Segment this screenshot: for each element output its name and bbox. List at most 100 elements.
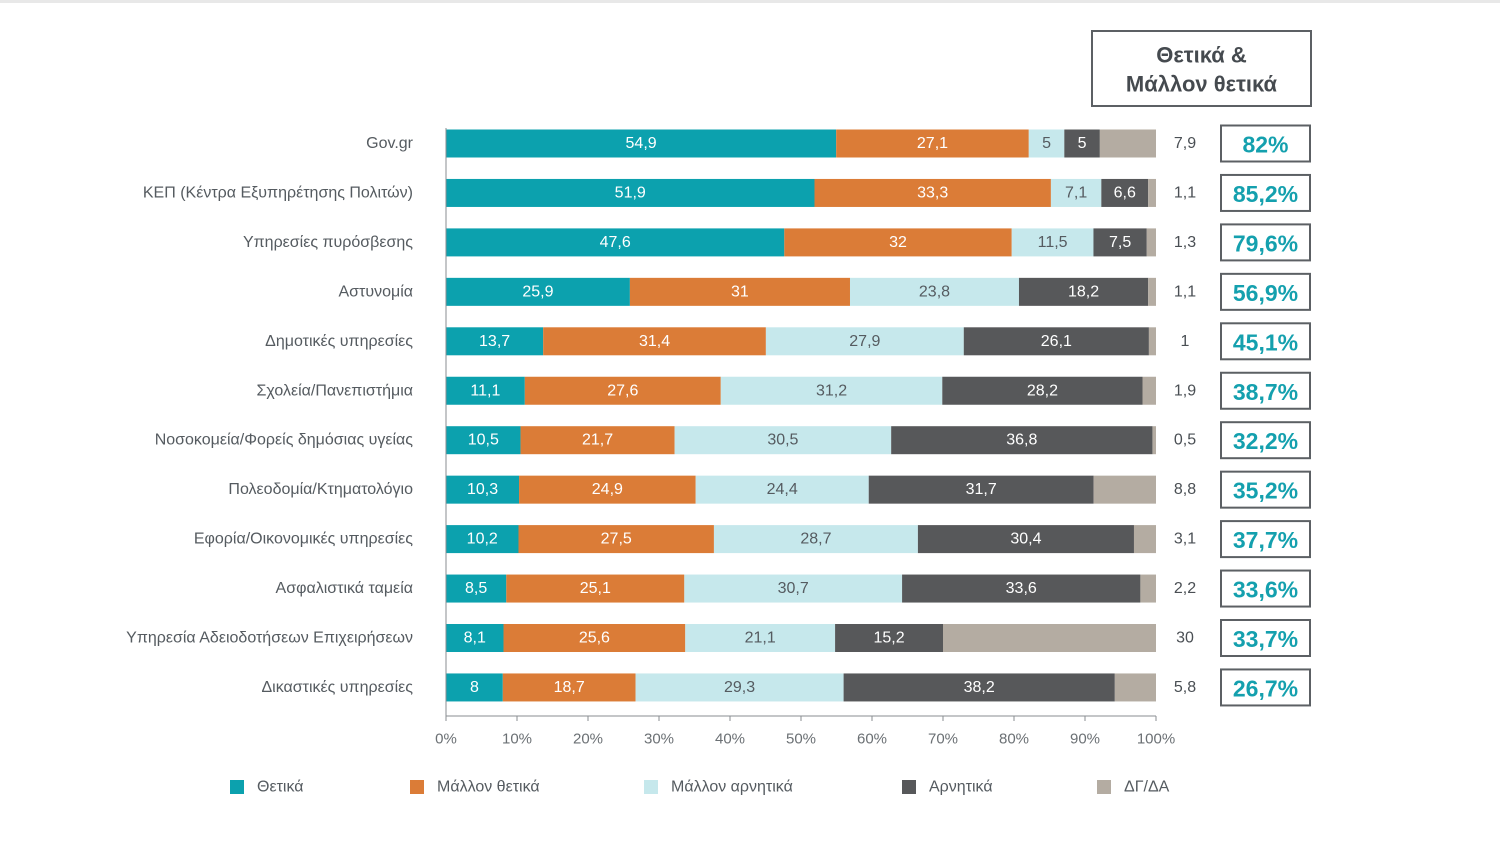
dk-value-label: 1,1 (1174, 283, 1196, 300)
legend-label: Μάλλον θετικά (437, 779, 540, 796)
data-label: 24,9 (592, 481, 623, 498)
bar-segment (446, 574, 507, 603)
bar-segment (520, 426, 675, 455)
bar-segment (519, 475, 696, 504)
data-label: 10,5 (468, 432, 499, 449)
data-label: 31,4 (639, 333, 670, 350)
bar-segment (942, 376, 1143, 405)
data-label: 36,8 (1006, 432, 1037, 449)
data-label: 7,1 (1065, 184, 1087, 201)
x-tick-label: 30% (644, 731, 674, 748)
data-label: 27,5 (601, 531, 632, 548)
bar-segment (1099, 129, 1156, 158)
legend-label: ΔΓ/ΔΑ (1124, 779, 1170, 796)
data-label: 18,2 (1068, 283, 1099, 300)
data-label: 29,3 (724, 679, 755, 696)
total-box (1220, 569, 1311, 608)
bar-segment (1140, 574, 1156, 603)
category-label: Δικαστικές υπηρεσίες (261, 679, 413, 696)
bar-segment (835, 624, 943, 652)
bar-segment (446, 525, 519, 554)
bar-segment (1018, 277, 1149, 306)
category-label: Νοσοκομεία/Φορείς δημόσιας υγείας (155, 432, 414, 449)
data-label: 5 (1042, 135, 1051, 152)
bar-segment (446, 426, 521, 455)
total-box (1220, 371, 1311, 410)
data-label: 10,3 (467, 481, 498, 498)
dk-value-label: 5,8 (1174, 679, 1196, 696)
bar-segment (446, 228, 785, 257)
bar-segment (1093, 228, 1147, 257)
data-label: 27,1 (917, 135, 948, 152)
bar-segment (765, 327, 964, 356)
bar-segment (917, 525, 1134, 554)
data-label: 24,4 (767, 481, 798, 498)
data-label: 21,1 (745, 630, 776, 647)
bar-segment (1064, 129, 1100, 158)
bar-segment (503, 624, 686, 652)
data-label: 13,7 (479, 333, 510, 350)
totals-header-line1: Θετικά & (1156, 43, 1247, 68)
bar-segment (446, 475, 520, 504)
total-value: 35,2% (1233, 478, 1298, 504)
bar-segment (1050, 178, 1102, 207)
total-box (1220, 520, 1311, 559)
bar-segment (695, 475, 869, 504)
total-value: 56,9% (1233, 280, 1298, 306)
legend-label: Θετικά (257, 779, 304, 796)
x-tick-label: 0% (435, 731, 457, 748)
bar-segment (943, 624, 1156, 652)
total-box (1220, 322, 1311, 361)
legend-swatch (1097, 780, 1111, 794)
bar-segment (502, 673, 636, 702)
data-label: 54,9 (626, 135, 657, 152)
data-label: 30,4 (1010, 531, 1041, 548)
bar-segment (1114, 673, 1156, 702)
data-label: 31,7 (966, 481, 997, 498)
bar-segment (446, 327, 544, 356)
dk-value-label: 30 (1176, 630, 1194, 647)
total-box (1220, 470, 1311, 509)
total-value: 33,6% (1233, 577, 1298, 603)
legend-label: Μάλλον αρνητικά (671, 779, 793, 796)
data-label: 33,3 (917, 184, 948, 201)
bar-segment (1093, 475, 1156, 504)
legend-swatch (902, 780, 916, 794)
bar-segment (446, 129, 837, 158)
total-box (1220, 272, 1311, 311)
data-label: 11,5 (1038, 234, 1068, 251)
data-label: 25,1 (580, 580, 611, 597)
bar-segment (446, 376, 525, 405)
data-label: 8,1 (464, 630, 486, 647)
bar-segment (1133, 525, 1156, 554)
total-box (1220, 668, 1311, 707)
bar-segment (635, 673, 844, 702)
data-label: 31,2 (816, 382, 847, 399)
data-label: 25,9 (522, 283, 553, 300)
bar-segment (674, 426, 892, 455)
data-label: 30,5 (767, 432, 798, 449)
bar-segment (446, 673, 503, 702)
bar-segment (1142, 376, 1156, 405)
data-label: 21,7 (582, 432, 613, 449)
x-tick-label: 20% (573, 731, 603, 748)
dk-value-label: 1,9 (1174, 382, 1196, 399)
bar-segment (543, 327, 766, 356)
category-label: Εφορία/Οικονομικές υπηρεσίες (194, 531, 413, 548)
total-box (1220, 223, 1311, 262)
legend-swatch (644, 780, 658, 794)
total-value: 26,7% (1233, 675, 1298, 701)
x-tick-label: 10% (502, 731, 532, 748)
dk-value-label: 0,5 (1174, 432, 1196, 449)
total-box (1220, 124, 1311, 163)
data-label: 27,9 (849, 333, 880, 350)
data-label: 28,7 (800, 531, 831, 548)
bar-segment (524, 376, 721, 405)
bar-segment (1148, 178, 1156, 207)
x-tick-label: 70% (928, 731, 958, 748)
data-label: 28,2 (1027, 382, 1058, 399)
x-tick-label: 60% (857, 731, 887, 748)
bar-segment (1028, 129, 1065, 158)
data-label: 26,1 (1041, 333, 1072, 350)
